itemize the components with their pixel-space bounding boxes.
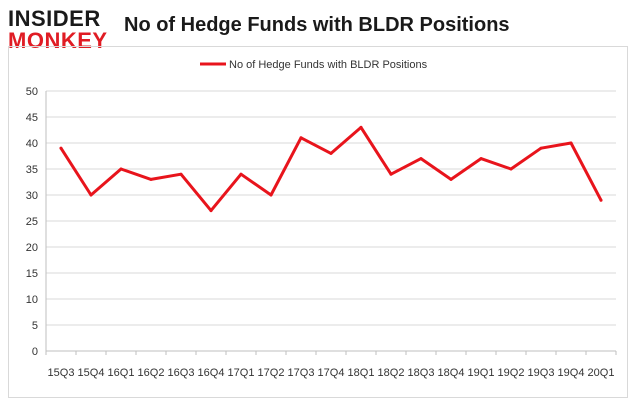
x-tick-labels: 15Q3 15Q4 16Q1 16Q2 16Q3 16Q4 17Q1 17Q2 17Q3 17Q4… <box>48 367 615 379</box>
chart-frame <box>8 46 628 398</box>
data-point-17Q4 <box>329 151 333 155</box>
y-tick-label: 40 <box>26 138 38 150</box>
series-layer <box>59 125 603 213</box>
x-tick-label: 17Q1 <box>228 367 255 379</box>
y-tick-label: 25 <box>26 216 38 228</box>
x-tick-label: 19Q3 <box>528 367 555 379</box>
x-tick-label: 16Q2 <box>138 367 165 379</box>
data-point-17Q1 <box>239 172 243 176</box>
data-point-19Q2 <box>509 167 513 171</box>
legend: No of Hedge Funds with BLDR Positions <box>200 59 428 71</box>
data-point-16Q1 <box>119 167 123 171</box>
data-point-18Q1 <box>359 125 363 129</box>
data-point-15Q4 <box>89 193 93 197</box>
data-point-20Q1 <box>599 198 603 202</box>
y-tick-label: 15 <box>26 268 38 280</box>
y-tick-label: 20 <box>26 242 38 254</box>
legend-label: No of Hedge Funds with BLDR Positions <box>229 59 428 71</box>
x-tick-label: 18Q1 <box>348 367 375 379</box>
x-tick-label: 16Q4 <box>198 367 225 379</box>
x-tick-label: 15Q3 <box>48 367 75 379</box>
y-tick-label: 45 <box>26 112 38 124</box>
data-point-16Q2 <box>149 177 153 181</box>
y-tick-label: 0 <box>32 346 38 358</box>
x-tick-label: 16Q3 <box>168 367 195 379</box>
x-tick-label: 17Q3 <box>288 367 315 379</box>
x-tick-label: 20Q1 <box>588 367 615 379</box>
x-tick-label: 16Q1 <box>108 367 135 379</box>
data-point-16Q4 <box>209 209 213 213</box>
data-point-19Q3 <box>539 146 543 150</box>
data-point-15Q3 <box>59 146 63 150</box>
x-tick-label: 18Q4 <box>438 367 465 379</box>
y-tick-labels: 0 5 10 15 20 25 30 35 40 45 50 <box>26 86 38 358</box>
axes <box>45 91 617 355</box>
y-tick-label: 30 <box>26 190 38 202</box>
x-tick-label: 19Q2 <box>498 367 525 379</box>
data-point-18Q4 <box>449 177 453 181</box>
y-tick-label: 5 <box>32 320 38 332</box>
data-point-19Q4 <box>569 141 573 145</box>
data-point-18Q2 <box>389 172 393 176</box>
y-tick-label: 10 <box>26 294 38 306</box>
x-tick-label: 19Q4 <box>558 367 585 379</box>
data-point-17Q3 <box>299 136 303 140</box>
x-tick-label: 17Q2 <box>258 367 285 379</box>
x-tick-label: 18Q3 <box>408 367 435 379</box>
x-tick-label: 15Q4 <box>78 367 105 379</box>
y-tick-label: 35 <box>26 164 38 176</box>
chart-title: No of Hedge Funds with BLDR Positions <box>124 14 510 36</box>
grid-lines <box>46 90 616 326</box>
data-point-19Q1 <box>479 157 483 161</box>
data-point-17Q2 <box>269 193 273 197</box>
x-tick-label: 17Q4 <box>318 367 345 379</box>
x-tick-label: 18Q2 <box>378 367 405 379</box>
y-tick-label: 50 <box>26 86 38 98</box>
logo-text-insider: INSIDER <box>8 6 101 31</box>
data-point-18Q3 <box>419 157 423 161</box>
x-tick-label: 19Q1 <box>468 367 495 379</box>
data-point-16Q3 <box>179 172 183 176</box>
